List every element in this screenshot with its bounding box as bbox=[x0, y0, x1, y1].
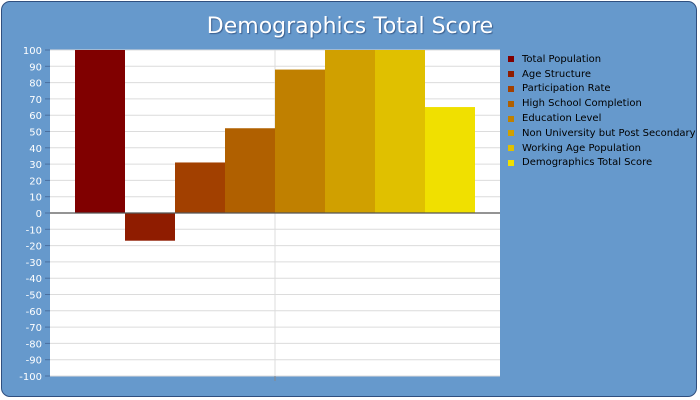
legend-item: Education Level bbox=[508, 111, 696, 126]
legend-label: High School Completion bbox=[522, 98, 642, 110]
y-tick-label: 70 bbox=[29, 95, 42, 106]
y-tick-label: -90 bbox=[26, 356, 42, 367]
bar bbox=[325, 50, 375, 213]
bar bbox=[75, 50, 125, 213]
legend-item: Age Structure bbox=[508, 67, 696, 82]
y-tick-label: 60 bbox=[29, 111, 42, 122]
bar bbox=[425, 107, 475, 213]
y-tick-label: 90 bbox=[29, 62, 42, 73]
y-tick-label: 50 bbox=[29, 128, 42, 139]
legend-label: Age Structure bbox=[522, 68, 592, 80]
legend-swatch bbox=[508, 71, 514, 78]
legend-swatch bbox=[508, 85, 514, 92]
bar bbox=[275, 69, 325, 213]
y-tick-label: 0 bbox=[36, 209, 42, 220]
legend-item: Demographics Total Score bbox=[508, 156, 696, 171]
y-tick-label: -100 bbox=[19, 372, 42, 383]
y-tick-label: 100 bbox=[23, 46, 42, 57]
y-tick-label: 40 bbox=[29, 144, 42, 155]
legend-item: Participation Rate bbox=[508, 82, 696, 97]
y-tick-label: 30 bbox=[29, 160, 42, 171]
legend-swatch bbox=[508, 115, 514, 122]
bar bbox=[125, 213, 175, 241]
bar bbox=[175, 162, 225, 213]
y-tick-label: -50 bbox=[26, 291, 42, 302]
legend-label: Education Level bbox=[522, 113, 602, 125]
bar bbox=[225, 128, 275, 213]
legend-swatch bbox=[508, 145, 514, 152]
legend-item: Working Age Population bbox=[508, 141, 696, 156]
legend-item: High School Completion bbox=[508, 96, 696, 111]
y-tick-label: -60 bbox=[26, 307, 42, 318]
chart-legend: Total Population Age Structure Participati… bbox=[508, 52, 696, 170]
legend-label: Working Age Population bbox=[522, 142, 642, 154]
legend-label: Demographics Total Score bbox=[522, 157, 653, 169]
legend-item: Non University but Post Secondary bbox=[508, 126, 696, 141]
y-tick-label: 10 bbox=[29, 193, 42, 204]
y-tick-label: 20 bbox=[29, 176, 42, 187]
legend-swatch bbox=[508, 159, 514, 166]
y-tick-label: 80 bbox=[29, 79, 42, 90]
legend-label: Non University but Post Secondary bbox=[522, 127, 696, 139]
y-tick-label: -70 bbox=[26, 323, 42, 334]
legend-swatch bbox=[508, 130, 514, 137]
y-tick-label: -10 bbox=[26, 225, 42, 236]
legend-item: Total Population bbox=[508, 52, 696, 67]
chart-title: Demographics Total Score bbox=[206, 14, 494, 39]
bar bbox=[375, 50, 425, 213]
legend-label: Participation Rate bbox=[522, 83, 611, 95]
y-tick-label: -20 bbox=[26, 242, 42, 253]
y-tick-label: -30 bbox=[26, 258, 42, 269]
legend-swatch bbox=[508, 56, 514, 63]
y-tick-label: -80 bbox=[26, 339, 42, 350]
y-tick-label: -40 bbox=[26, 274, 42, 285]
legend-label: Total Population bbox=[522, 53, 602, 65]
legend-swatch bbox=[508, 100, 514, 107]
